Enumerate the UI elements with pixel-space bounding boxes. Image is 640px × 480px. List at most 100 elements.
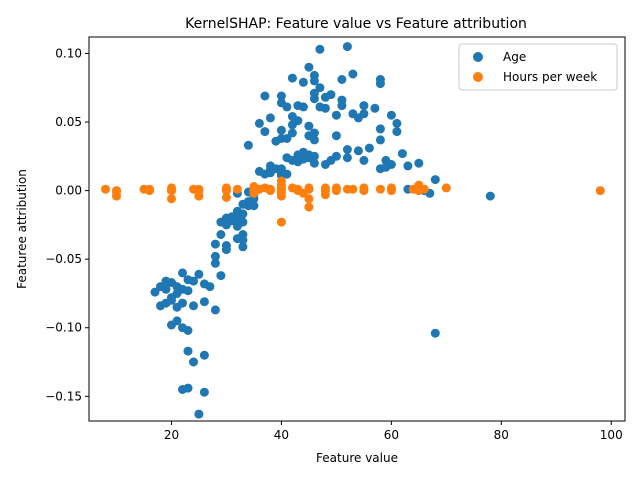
point-hours-per-week-45 (320, 190, 330, 200)
point-hours-per-week-53 (375, 184, 385, 194)
point-age-78 (276, 164, 286, 174)
point-age-38 (210, 258, 220, 268)
point-age-34 (205, 282, 215, 292)
legend-marker-age (473, 52, 483, 62)
point-age-103 (304, 62, 314, 72)
point-age-59 (243, 140, 253, 150)
point-age-107 (309, 135, 319, 145)
point-hours-per-week-14 (194, 184, 204, 194)
point-hours-per-week-46 (320, 183, 330, 193)
point-hours-per-week-41 (304, 194, 314, 204)
point-age-73 (265, 113, 275, 123)
point-age-137 (359, 101, 369, 111)
point-hours-per-week-17 (221, 193, 231, 202)
point-age-127 (337, 75, 347, 84)
point-age-122 (331, 151, 341, 161)
point-age-85 (282, 134, 292, 143)
point-age-116 (315, 44, 325, 54)
point-age-150 (392, 127, 402, 137)
y-tick-label-3: 0.00 (55, 184, 82, 198)
point-age-100 (298, 77, 308, 87)
point-age-111 (309, 76, 319, 86)
point-hours-per-week-42 (304, 202, 314, 212)
point-age-28 (194, 269, 204, 279)
point-hours-per-week-62 (441, 183, 451, 193)
point-age-113 (309, 128, 319, 138)
x-tick-label-80: 80 (494, 428, 509, 442)
point-age-37 (210, 251, 220, 261)
point-hours-per-week-13 (194, 191, 204, 201)
point-age-87 (282, 169, 292, 179)
point-age-128 (342, 145, 352, 154)
point-age-39 (216, 230, 226, 239)
point-age-115 (315, 83, 325, 93)
x-axis-label: Feature value (316, 451, 398, 465)
point-age-120 (326, 90, 336, 100)
legend-label-hours-per-week: Hours per week (503, 70, 597, 84)
point-age-32 (199, 387, 209, 397)
point-age-148 (386, 110, 396, 120)
point-age-70 (260, 91, 270, 101)
y-tick-label-1: −0.10 (45, 321, 82, 335)
legend-marker-hours-per-week (473, 72, 483, 82)
point-age-144 (375, 75, 385, 84)
point-hours-per-week-19 (232, 184, 242, 194)
point-age-10 (167, 295, 176, 305)
point-hours-per-week-61 (419, 184, 429, 194)
point-age-158 (430, 328, 440, 338)
x-axis-ticks: 20 40 60 80 100 (164, 421, 623, 442)
point-age-142 (375, 124, 385, 134)
point-age-102 (304, 121, 314, 131)
point-hours-per-week-33 (276, 217, 286, 227)
point-age-69 (260, 127, 270, 137)
point-age-157 (430, 175, 440, 185)
point-age-58 (238, 242, 248, 252)
point-age-21 (183, 326, 193, 335)
point-age-136 (359, 109, 369, 119)
point-age-26 (189, 301, 198, 311)
point-age-138 (364, 143, 374, 153)
y-axis-label: Featuree attribution (15, 169, 29, 289)
point-age-67 (254, 118, 264, 128)
point-age-35 (210, 305, 220, 315)
point-age-30 (199, 350, 209, 360)
legend: Age Hours per week (458, 43, 618, 91)
point-hours-per-week-34 (276, 176, 286, 186)
point-age-118 (320, 103, 330, 113)
point-age-129 (342, 42, 352, 52)
y-tick-label-5: 0.10 (55, 46, 82, 60)
point-age-130 (342, 153, 352, 163)
point-age-124 (331, 110, 341, 120)
x-tick-label-20: 20 (164, 428, 179, 442)
point-hours-per-week-18 (221, 183, 231, 193)
point-age-45 (221, 245, 231, 255)
point-age-65 (249, 201, 259, 211)
point-age-22 (183, 346, 193, 356)
legend-box (458, 43, 618, 91)
point-age-0 (150, 287, 160, 297)
point-age-86 (282, 102, 292, 112)
y-tick-label-4: 0.05 (55, 115, 82, 129)
point-age-41 (216, 271, 226, 281)
point-hours-per-week-35 (276, 183, 286, 193)
point-hours-per-week-52 (359, 183, 369, 193)
point-age-55 (238, 217, 248, 227)
point-age-23 (183, 383, 193, 393)
point-age-36 (210, 239, 220, 249)
point-age-123 (331, 131, 341, 141)
point-age-24 (183, 286, 193, 296)
plot-frame (88, 36, 626, 422)
point-age-154 (414, 158, 424, 168)
point-age-147 (386, 160, 396, 169)
point-age-126 (337, 95, 347, 105)
point-age-99 (298, 102, 308, 112)
point-age-54 (238, 209, 248, 219)
point-age-29 (194, 409, 204, 419)
scatter-points (101, 42, 605, 419)
point-hours-per-week-3 (112, 191, 121, 201)
point-hours-per-week-48 (331, 186, 341, 196)
point-age-80 (276, 125, 286, 135)
point-hours-per-week-63 (595, 186, 605, 196)
point-hours-per-week-0 (101, 184, 110, 194)
point-age-82 (276, 91, 286, 101)
